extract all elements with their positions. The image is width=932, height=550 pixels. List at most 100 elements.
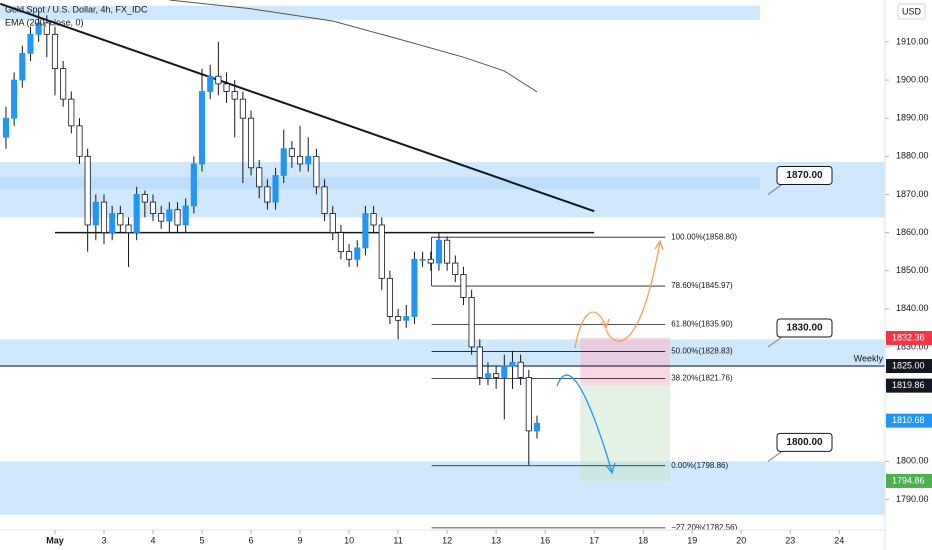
candle-body [264,186,271,203]
candle-body [501,365,508,378]
projection-arrows [556,239,664,475]
candle-body [215,75,222,85]
trendline [0,2,595,213]
candle-body [92,201,99,226]
x-tick-label: 6 [249,535,254,545]
candle-body [386,277,393,317]
plot-area: Weekly 100.00%(1858.80) 78.60%(1845.97) 61.… [0,0,885,532]
candle-body [174,209,181,226]
candle-body [484,373,492,378]
candle-body [109,213,116,233]
x-tick-label: 24 [834,535,844,545]
candle-body [329,213,336,233]
zone [0,176,761,190]
candle-body [272,174,279,203]
candle-body [256,167,263,188]
price-marker-label: 1819.86 [892,380,925,390]
zone [0,339,885,368]
candle-body [100,201,108,233]
candle-body [460,274,467,298]
candle-body [133,194,140,233]
currency: USD [902,6,922,16]
annotation-connector [767,450,783,462]
candle-body [35,22,42,35]
candle-body [149,201,157,214]
zone [0,162,885,218]
candle-body [533,422,541,432]
candle-body [231,91,238,100]
chart-title: Gold Spot / U.S. Dollar, 4h, FX_IDC [5,4,148,14]
orange-arrow-1 [574,311,607,349]
candle-body [435,239,443,264]
annotation-box [776,432,833,452]
y-tick-label: 1880.00 [896,151,929,161]
blue-arrow [556,374,613,473]
price-marker [886,378,932,393]
candle-body [223,83,230,92]
candle-body [247,117,255,169]
x-tick-label: 20 [736,535,746,545]
orange-arrow-2 [605,241,661,342]
y-tick-label: 1860.00 [896,227,929,237]
fib-label: −27.20%(1782.56) [671,523,737,532]
candle-body [68,98,75,127]
fib-label: 100.00%(1858.80) [671,232,737,241]
candle-body [321,186,328,214]
candle-body [207,75,214,92]
candle-body [395,316,402,321]
price-marker-label: 1825.00 [892,360,925,370]
y-tick-label: 1830.00 [896,341,929,351]
candle-body [452,262,459,275]
x-tick-label: 11 [393,535,402,545]
x-tick-label: 9 [298,535,303,545]
candle-body [19,52,26,81]
candle-body [84,155,91,226]
candle-body [468,297,475,348]
x-tick-label: 16 [540,535,550,545]
annotation-label: 1830.00 [786,323,823,334]
candle-body [509,361,516,367]
candle-body [125,224,132,233]
annotation-label: 1800.00 [786,437,823,448]
y-tick-label: 1890.00 [896,113,929,123]
x-tick-label: 4 [151,535,156,545]
fib-label: 38.20%(1821.76) [671,374,733,383]
level-label: Weekly [854,353,884,363]
annotation-box [776,165,833,185]
fib-label: 0.00%(1798.86) [671,461,728,470]
candle-body [288,148,295,157]
candle-body [76,125,83,157]
price-marker [886,473,932,488]
price-marker [886,359,932,374]
candle-body [354,247,361,260]
y-tick-label: 1910.00 [896,36,929,46]
x-tick-label: 12 [442,535,452,545]
candle-body [2,117,10,138]
candle-body [362,213,369,249]
zone [0,461,885,515]
y-tick-label: 1870.00 [896,189,929,199]
candle-body [476,346,483,378]
candle-body [444,239,451,264]
candle-body [517,361,524,378]
stop-area [580,337,671,386]
candle-body [297,155,304,165]
price-marker-label: 1832.36 [892,332,925,342]
candle-body [370,213,377,226]
candle-body [198,91,206,165]
x-tick-label: 23 [785,535,795,545]
price-marker [886,330,932,345]
candle-body [305,155,312,165]
x-tick-label: 3 [101,535,106,545]
axes: 1790.001800.001810.001820.001830.001840.… [46,36,932,545]
candle-body [43,22,50,35]
annotation-box [776,318,833,338]
candle-body [166,209,173,222]
candle-body [182,205,189,226]
candle-body [427,258,434,264]
annotation-connector [767,184,783,195]
y-tick-label: 1900.00 [896,74,929,84]
x-tick-label: 17 [589,535,599,545]
orange-arrowhead-1 [600,318,610,330]
